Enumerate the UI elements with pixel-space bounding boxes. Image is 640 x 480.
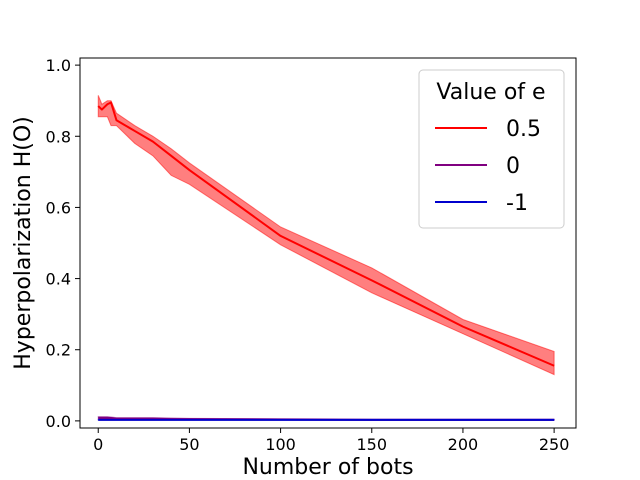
y-tick-label: 0.2: [46, 341, 71, 360]
legend-label-1: 0: [506, 154, 520, 179]
x-tick-label: 100: [265, 435, 296, 454]
y-tick-label: 0.6: [46, 198, 71, 217]
line-series-0: [97, 101, 555, 367]
legend-label-0: 0.5: [506, 117, 541, 142]
x-tick-label: 50: [179, 435, 199, 454]
legend-items: 0.5 0 -1: [435, 117, 541, 216]
y-tick-label: 1.0: [46, 56, 71, 75]
x-tick-label: 150: [356, 435, 387, 454]
legend-label-2: -1: [506, 191, 528, 216]
x-axis-ticks: 0 50 100 150 200 250: [93, 428, 569, 454]
y-axis-ticks: 0.0 0.2 0.4 0.6 0.8 1.0: [46, 56, 80, 431]
x-tick-label: 200: [448, 435, 479, 454]
y-tick-label: 0.4: [46, 270, 71, 289]
x-axis-label: Number of bots: [242, 455, 413, 480]
x-tick-label: 0: [93, 435, 103, 454]
legend-title: Value of e: [436, 80, 545, 105]
plot-frame: [79, 57, 577, 429]
series-lines: [97, 101, 555, 421]
y-tick-label: 0.8: [46, 127, 71, 146]
legend-box: [418, 69, 565, 229]
x-tick-label: 250: [539, 435, 570, 454]
y-axis-label: Hyperpolarization H(O): [11, 116, 36, 369]
y-tick-label: 0.0: [46, 412, 71, 431]
legend: Value of e 0.5 0 -1: [418, 69, 565, 229]
